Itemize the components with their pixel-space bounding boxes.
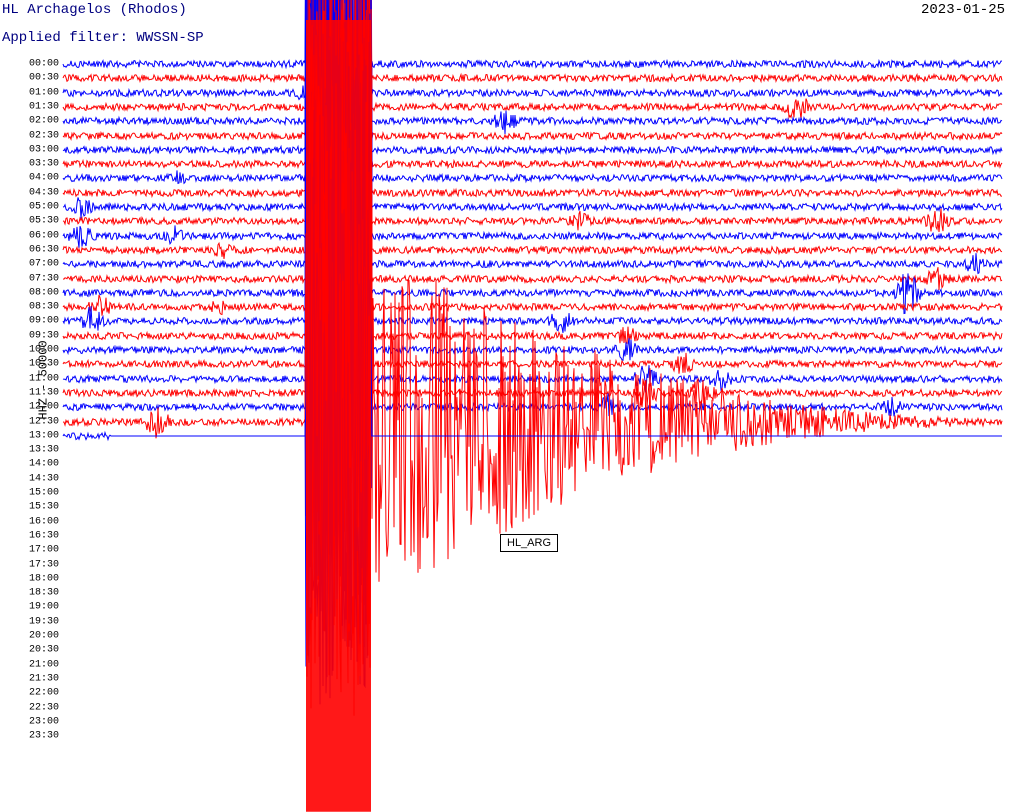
time-label: 03:00: [29, 144, 59, 155]
time-label: 19:30: [29, 616, 59, 627]
time-label: 12:00: [29, 402, 59, 413]
time-label: 00:30: [29, 73, 59, 84]
time-label: 11:00: [29, 373, 59, 384]
time-label: 08:30: [29, 302, 59, 313]
time-label: 22:00: [29, 688, 59, 699]
time-label: 17:00: [29, 545, 59, 556]
time-label: 13:00: [29, 430, 59, 441]
legend-box: HL_ARG: [500, 534, 558, 552]
time-label: 00:00: [29, 59, 59, 70]
time-label: 10:00: [29, 345, 59, 356]
time-label: 01:00: [29, 87, 59, 98]
big-event-fill: [306, 20, 372, 812]
time-label: 03:30: [29, 159, 59, 170]
time-label: 02:00: [29, 116, 59, 127]
time-label: 06:30: [29, 244, 59, 255]
time-label: 12:30: [29, 416, 59, 427]
time-label: 18:30: [29, 588, 59, 599]
time-label: 16:00: [29, 516, 59, 527]
time-label: 10:30: [29, 359, 59, 370]
time-label: 04:30: [29, 187, 59, 198]
time-label: 09:30: [29, 330, 59, 341]
time-label: 07:30: [29, 273, 59, 284]
time-label: 15:30: [29, 502, 59, 513]
time-label: 23:30: [29, 731, 59, 742]
helicorder-plot: 00:0000:3001:0001:3002:0002:3003:0003:30…: [63, 60, 1003, 750]
time-label: 07:00: [29, 259, 59, 270]
time-label: 22:30: [29, 702, 59, 713]
time-label: 01:30: [29, 101, 59, 112]
time-label: 15:00: [29, 488, 59, 499]
time-label: 11:30: [29, 387, 59, 398]
time-label: 13:30: [29, 445, 59, 456]
time-label: 21:30: [29, 673, 59, 684]
time-label: 05:30: [29, 216, 59, 227]
time-label: 02:30: [29, 130, 59, 141]
time-label: 14:00: [29, 459, 59, 470]
time-label: 14:30: [29, 473, 59, 484]
time-label: 16:30: [29, 530, 59, 541]
seismic-trace: [63, 136, 1003, 736]
legend-label: HL_ARG: [507, 537, 551, 549]
time-label: 20:30: [29, 645, 59, 656]
time-label: 19:00: [29, 602, 59, 613]
time-label: 18:00: [29, 573, 59, 584]
time-label: 04:00: [29, 173, 59, 184]
time-label: 20:00: [29, 631, 59, 642]
time-label: 23:00: [29, 716, 59, 727]
time-label: 09:00: [29, 316, 59, 327]
time-label: 06:00: [29, 230, 59, 241]
time-label: 21:00: [29, 659, 59, 670]
time-label: 05:00: [29, 202, 59, 213]
time-label: 08:00: [29, 287, 59, 298]
time-label: 17:30: [29, 559, 59, 570]
